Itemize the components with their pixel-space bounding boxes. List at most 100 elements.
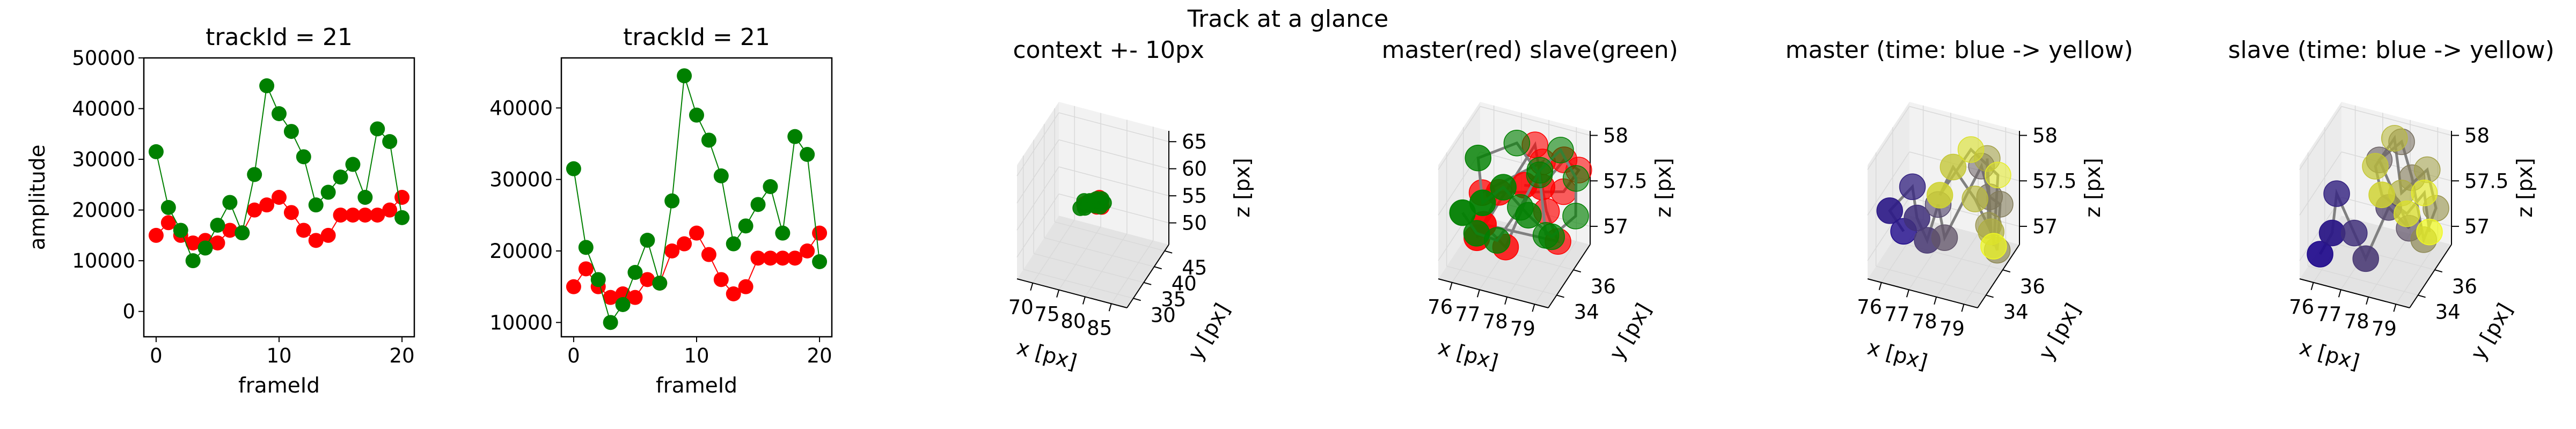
data-point xyxy=(1547,137,1574,164)
data-point xyxy=(775,225,791,241)
x-tick xyxy=(1030,283,1034,291)
data-point xyxy=(787,250,803,266)
x-axis-line xyxy=(1867,278,1978,308)
data-point xyxy=(2416,218,2443,246)
grid-line xyxy=(1909,106,2020,136)
data-point xyxy=(357,208,373,223)
data-point xyxy=(222,223,238,238)
data-point xyxy=(247,202,262,218)
data-point xyxy=(272,190,287,205)
grid-line xyxy=(1058,112,1169,142)
data-point xyxy=(578,261,594,277)
z-tick-label: 57.5 xyxy=(2032,169,2076,193)
y-tick xyxy=(1556,294,1564,298)
data-point xyxy=(283,124,299,139)
data-point xyxy=(148,227,164,243)
data-point xyxy=(1926,182,1953,209)
y-tick xyxy=(1143,282,1152,285)
data-point xyxy=(1957,136,1985,163)
data-point xyxy=(333,169,348,185)
data-point xyxy=(1503,129,1531,157)
data-point xyxy=(320,184,336,200)
data-point xyxy=(345,157,361,172)
data-point xyxy=(2394,200,2420,227)
data-point xyxy=(259,197,275,213)
panel-title: trackId = 21 xyxy=(623,24,770,51)
data-point xyxy=(1089,194,1106,211)
data-point xyxy=(578,240,594,255)
grid-line xyxy=(1867,106,1910,170)
x-tick-label: 76 xyxy=(2289,295,2314,319)
z-tick-label: 58 xyxy=(1603,124,1628,147)
y-tick-label: 0 xyxy=(122,300,135,323)
data-point xyxy=(590,272,606,287)
grid-line xyxy=(1480,106,1591,136)
left-pane xyxy=(1438,102,1480,279)
data-point xyxy=(185,253,201,269)
grid-line xyxy=(2341,106,2452,136)
z-axis-label: z [px] xyxy=(2081,158,2105,217)
y-axis-label: y [px] xyxy=(1183,299,1235,364)
data-point xyxy=(2414,156,2441,183)
x-axis-line xyxy=(2299,278,2410,308)
data-point xyxy=(627,290,643,305)
data-point xyxy=(787,129,803,144)
y-axis-line xyxy=(1977,244,2020,308)
data-point xyxy=(370,208,385,223)
data-point xyxy=(603,315,618,330)
data-point xyxy=(640,233,655,248)
data-point xyxy=(333,208,348,223)
x-tick-label: 10 xyxy=(266,344,291,367)
data-point xyxy=(259,78,275,93)
grid-line xyxy=(2308,265,2418,296)
data-point xyxy=(713,272,729,287)
y-tick-label: 36 xyxy=(2020,275,2045,298)
x-tick-label: 20 xyxy=(807,344,832,367)
data-point xyxy=(2307,241,2333,268)
y-tick-label: 36 xyxy=(2452,275,2477,298)
grid-line xyxy=(1055,221,1165,252)
data-point xyxy=(345,208,361,223)
data-point xyxy=(566,279,581,294)
grid-line xyxy=(2299,106,2342,170)
data-point xyxy=(296,149,311,165)
data-point xyxy=(726,286,741,301)
data-point xyxy=(2323,180,2350,207)
data-point xyxy=(173,223,188,238)
data-point xyxy=(2368,181,2395,209)
y-axis-line xyxy=(1548,244,1591,308)
x-tick xyxy=(2393,304,2397,312)
y-axis-line xyxy=(2409,244,2452,308)
grid-line xyxy=(1034,253,1144,283)
x-tick xyxy=(1878,282,1882,291)
x-tick xyxy=(1961,304,1965,312)
y-tick xyxy=(1986,294,1994,298)
data-point xyxy=(812,225,828,241)
y-tick xyxy=(2418,294,2426,298)
y-tick-label: 40000 xyxy=(72,98,135,121)
z-axis-label: z [px] xyxy=(1652,158,1676,217)
left-pane xyxy=(1868,102,1909,279)
data-point xyxy=(763,250,778,266)
data-point xyxy=(1515,202,1542,229)
x-tick xyxy=(1532,304,1535,312)
y-axis-label: y [px] xyxy=(1605,299,1656,364)
data-point xyxy=(160,199,176,215)
y-tick-label: 10000 xyxy=(489,311,553,334)
grid-line xyxy=(1058,226,1101,290)
y-tick xyxy=(1164,250,1173,254)
data-point xyxy=(382,202,398,218)
grid-line xyxy=(1111,240,1154,304)
x-tick xyxy=(1906,289,1909,298)
data-point xyxy=(235,225,250,241)
data-point xyxy=(677,236,692,252)
x-tick-label: 75 xyxy=(1035,303,1060,326)
y-tick-label: 50000 xyxy=(72,47,135,70)
data-point xyxy=(320,227,336,243)
floor-pane xyxy=(1017,216,1169,308)
z-tick-label: 57 xyxy=(2032,215,2058,238)
z-tick-label: 58 xyxy=(2464,124,2490,147)
data-point xyxy=(370,121,385,137)
grid-line xyxy=(2368,233,2411,298)
